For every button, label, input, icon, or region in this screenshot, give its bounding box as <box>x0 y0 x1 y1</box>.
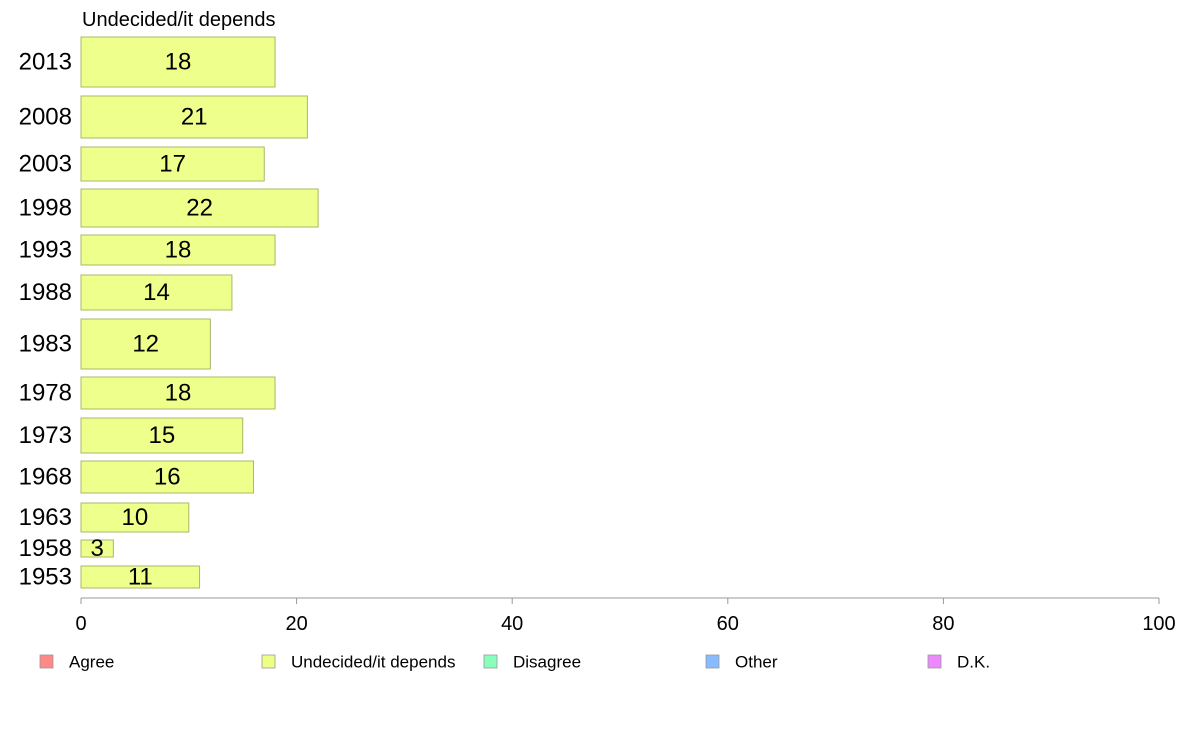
x-tick-label-20: 20 <box>285 613 307 635</box>
legend-swatch-2 <box>261 654 276 669</box>
bar-1963 <box>80 502 190 533</box>
bar-1998 <box>80 188 319 228</box>
category-label-1963: 1963 <box>19 504 72 531</box>
category-label-1953: 1953 <box>19 564 72 591</box>
x-tick-label-60: 60 <box>717 613 739 635</box>
value-label-1993: 18 <box>165 237 192 264</box>
bar-2008 <box>80 95 308 139</box>
value-label-1963: 10 <box>122 504 149 531</box>
bar-1968 <box>80 460 254 494</box>
legend-label-1: Agree <box>69 653 114 672</box>
value-label-1983: 12 <box>132 331 159 358</box>
chart-title: Undecided/it depends <box>82 9 275 31</box>
value-label-1973: 15 <box>148 422 175 449</box>
category-label-1988: 1988 <box>19 279 72 306</box>
x-tick-label-0: 0 <box>75 613 86 635</box>
category-label-2008: 2008 <box>19 104 72 131</box>
value-label-2013: 18 <box>165 49 192 76</box>
x-tick-label-100: 100 <box>1142 613 1175 635</box>
value-label-1968: 16 <box>154 464 181 491</box>
category-label-1998: 1998 <box>19 195 72 222</box>
category-label-1968: 1968 <box>19 464 72 491</box>
legend-label-4: Other <box>735 653 778 672</box>
bar-2013 <box>80 36 276 88</box>
legend-swatch-5 <box>927 654 942 669</box>
bar-1988 <box>80 274 233 311</box>
x-tick-label-80: 80 <box>932 613 954 635</box>
legend: Agree Undecided/it depends Disagree Other D.… <box>39 653 990 672</box>
category-label-1993: 1993 <box>19 237 72 264</box>
category-label-1978: 1978 <box>19 380 72 407</box>
bar-2003 <box>80 146 265 182</box>
legend-label-3: Disagree <box>513 653 581 672</box>
bar-1983 <box>80 318 211 370</box>
bar-1978 <box>80 376 276 410</box>
category-label-1958: 1958 <box>19 535 72 562</box>
bars-group <box>80 36 319 589</box>
value-label-1998: 22 <box>186 195 213 222</box>
legend-swatch-3 <box>483 654 498 669</box>
legend-swatch-4 <box>705 654 720 669</box>
value-label-2003: 17 <box>159 151 186 178</box>
x-axis: 0 20 40 60 80 100 <box>75 597 1176 635</box>
legend-swatch-1 <box>39 654 54 669</box>
x-tick-label-40: 40 <box>501 613 523 635</box>
value-label-1953: 11 <box>128 564 153 591</box>
bar-1953 <box>80 565 201 589</box>
category-label-2003: 2003 <box>19 151 72 178</box>
category-labels: 2013 2008 2003 1998 1993 1988 1983 1978 1973 1968… <box>19 49 72 591</box>
bar-1958 <box>80 539 114 558</box>
value-label-1988: 14 <box>143 279 170 306</box>
category-label-1983: 1983 <box>19 331 72 358</box>
legend-label-5: D.K. <box>957 653 990 672</box>
value-label-1958: 3 <box>90 535 103 562</box>
value-label-2008: 21 <box>181 104 208 131</box>
legend-label-2: Undecided/it depends <box>291 653 455 672</box>
bar-1993 <box>80 234 276 266</box>
bar-1973 <box>80 417 244 454</box>
category-label-2013: 2013 <box>19 49 72 76</box>
value-label-1978: 18 <box>165 380 192 407</box>
category-label-1973: 1973 <box>19 422 72 449</box>
